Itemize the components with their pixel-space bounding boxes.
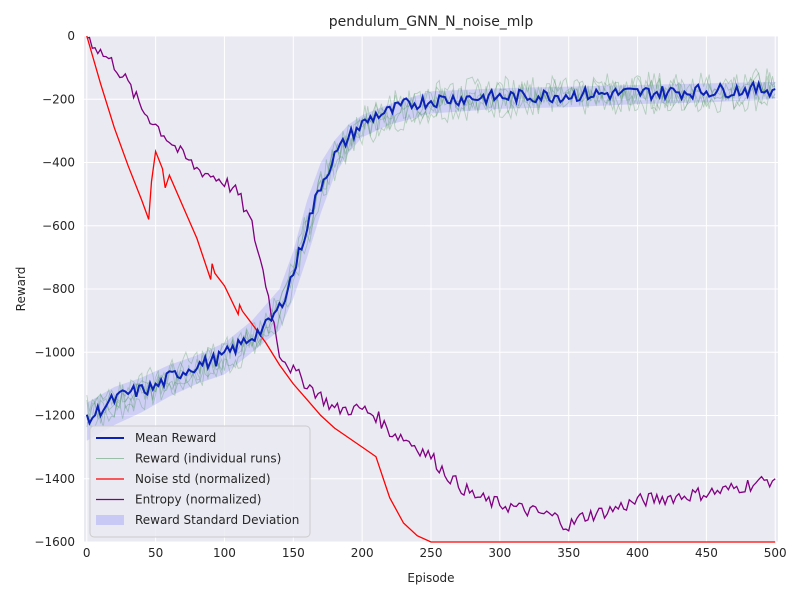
- x-tick-label: 50: [148, 546, 163, 560]
- x-tick-label: 200: [351, 546, 374, 560]
- legend-swatch: [96, 515, 124, 525]
- reward-run-line: [86, 67, 776, 412]
- y-tick-label: −600: [42, 219, 75, 233]
- reward-run-line: [86, 75, 776, 424]
- x-axis-label: Episode: [407, 571, 454, 585]
- y-tick-label: −1400: [34, 472, 75, 486]
- x-tick-label: 250: [420, 546, 443, 560]
- x-tick-label: 150: [282, 546, 305, 560]
- legend-label: Reward Standard Deviation: [135, 513, 299, 527]
- legend-label: Reward (individual runs): [135, 452, 281, 466]
- legend-label: Mean Reward: [135, 431, 216, 445]
- legend-box: [89, 425, 311, 538]
- x-tick-label: 400: [626, 546, 649, 560]
- lines-layer: [85, 35, 776, 543]
- chart-title: pendulum_GNN_N_noise_mlp: [329, 14, 534, 30]
- x-tick-label: 300: [488, 546, 511, 560]
- y-tick-label: −1000: [34, 345, 75, 359]
- noise-std-line: [86, 35, 776, 543]
- reward-run-line: [86, 80, 776, 428]
- y-tick-label: −800: [42, 282, 75, 296]
- entropy-line: [86, 36, 776, 532]
- y-axis-label: Reward: [14, 267, 28, 312]
- y-tick-label: −200: [42, 92, 75, 106]
- x-tick-label: 350: [557, 546, 580, 560]
- x-tick-label: 0: [83, 546, 91, 560]
- mean-reward-line: [85, 79, 776, 426]
- x-tick-label: 450: [695, 546, 718, 560]
- reward-run-line: [86, 86, 776, 433]
- legend-label: Entropy (normalized): [135, 493, 261, 507]
- x-tick-label: 100: [213, 546, 236, 560]
- x-tick-label: 500: [764, 546, 787, 560]
- ticks-layer: 0 50 100 150 200 250 300 350 400 450 500 0 −200 −400 −…: [34, 29, 786, 560]
- y-tick-label: −400: [42, 156, 75, 170]
- legend: Mean Reward Reward (individual runs) Noise…: [89, 425, 311, 538]
- reward-run-line: [86, 71, 776, 422]
- y-tick-label: 0: [67, 29, 75, 43]
- y-tick-label: −1200: [34, 409, 75, 423]
- legend-label: Noise std (normalized): [135, 472, 271, 486]
- y-tick-label: −1600: [34, 535, 75, 549]
- runs-layer: [86, 67, 776, 433]
